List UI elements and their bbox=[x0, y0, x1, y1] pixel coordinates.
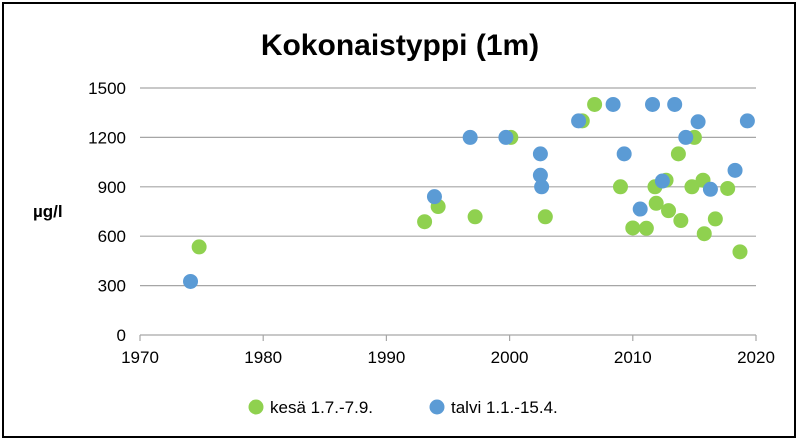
data-point-series-2 bbox=[678, 129, 694, 145]
data-point-series-1 bbox=[648, 195, 664, 211]
y-tick-label: 300 bbox=[98, 277, 126, 296]
legend: kesä 1.7.-7.9. talvi 1.1.-15.4. bbox=[248, 398, 558, 417]
data-point-series-2 bbox=[532, 146, 548, 162]
y-axis-label: µg/l bbox=[33, 202, 63, 221]
legend-marker-2 bbox=[429, 399, 445, 415]
legend-marker-1 bbox=[248, 399, 264, 415]
x-tick-label: 1990 bbox=[367, 348, 405, 367]
data-point-series-1 bbox=[720, 180, 736, 196]
x-tick-label: 2010 bbox=[614, 348, 652, 367]
y-tick-label: 900 bbox=[98, 178, 126, 197]
data-point-series-2 bbox=[462, 129, 478, 145]
y-tick-label: 0 bbox=[117, 326, 126, 345]
data-point-series-2 bbox=[616, 146, 632, 162]
data-point-series-2 bbox=[532, 167, 548, 183]
tick-labels: 0 300 600 900 1200 1500 1970 1980 1990 2000 2010 20… bbox=[88, 79, 775, 367]
data-point-series-2 bbox=[645, 96, 661, 112]
data-point-series-1 bbox=[625, 220, 641, 236]
chart-frame bbox=[2, 2, 796, 438]
chart-title: Kokonaistyppi (1m) bbox=[261, 29, 539, 62]
data-point-series-2 bbox=[498, 129, 514, 145]
x-tick-label: 2000 bbox=[491, 348, 529, 367]
y-tick-label: 1500 bbox=[88, 79, 126, 98]
data-point-series-2 bbox=[426, 189, 442, 205]
data-point-series-2 bbox=[702, 181, 718, 197]
axes bbox=[139, 334, 757, 341]
data-point-series-2 bbox=[632, 201, 648, 217]
data-point-series-2 bbox=[571, 113, 587, 129]
x-tick-label: 1980 bbox=[244, 348, 282, 367]
data-point-series-2 bbox=[727, 162, 743, 178]
data-point-series-2 bbox=[534, 179, 550, 195]
data-point-series-2 bbox=[690, 114, 706, 130]
data-point-series-1 bbox=[707, 211, 723, 227]
data-point-series-1 bbox=[670, 146, 686, 162]
legend-label-1: kesä 1.7.-7.9. bbox=[270, 398, 373, 417]
data-point-series-1 bbox=[673, 213, 689, 229]
data-point-series-1 bbox=[684, 179, 700, 195]
y-tick-label: 600 bbox=[98, 227, 126, 246]
legend-label-2: talvi 1.1.-15.4. bbox=[451, 398, 558, 417]
data-point-series-1 bbox=[191, 239, 207, 255]
data-point-series-2 bbox=[739, 113, 755, 129]
gridlines bbox=[140, 87, 756, 287]
data-point-series-1 bbox=[417, 214, 433, 230]
data-point-series-2 bbox=[183, 273, 199, 289]
data-point-series-1 bbox=[696, 226, 712, 242]
data-point-series-1 bbox=[732, 244, 748, 260]
x-tick-label: 2020 bbox=[737, 348, 775, 367]
y-tick-label: 1200 bbox=[88, 128, 126, 147]
data-point-series-1 bbox=[587, 96, 603, 112]
data-point-series-1 bbox=[612, 179, 628, 195]
data-point-series-2 bbox=[654, 173, 670, 189]
data-points bbox=[183, 96, 755, 289]
data-point-series-1 bbox=[661, 203, 677, 219]
data-point-series-1 bbox=[467, 209, 483, 225]
data-point-series-1 bbox=[537, 209, 553, 225]
data-point-series-2 bbox=[667, 96, 683, 112]
data-point-series-2 bbox=[605, 96, 621, 112]
x-tick-label: 1970 bbox=[121, 348, 159, 367]
data-point-series-1 bbox=[638, 220, 654, 236]
